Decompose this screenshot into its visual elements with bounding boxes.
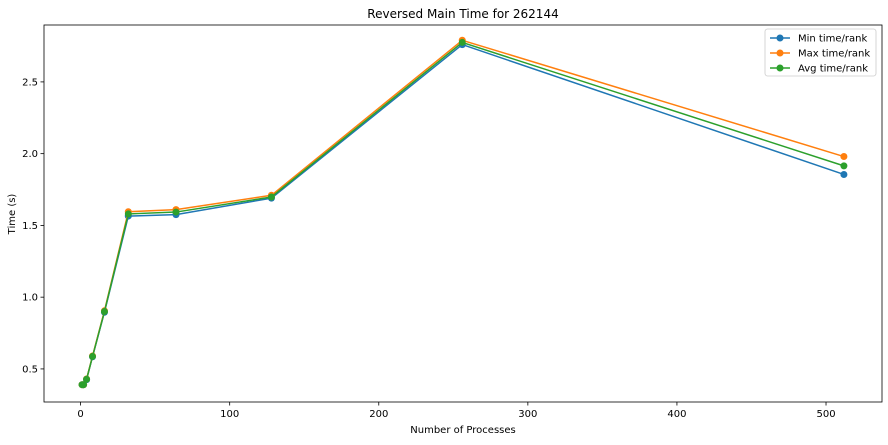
legend-marker bbox=[776, 49, 784, 57]
x-tick-label: 200 bbox=[369, 409, 388, 420]
data-point bbox=[172, 208, 180, 216]
data-point bbox=[100, 308, 108, 316]
legend-item: Min time/rank bbox=[770, 34, 867, 45]
data-point bbox=[840, 170, 848, 178]
legend: Min time/rank Max time/rank Avg time/rank bbox=[764, 28, 877, 77]
legend-label: Min time/rank bbox=[798, 34, 867, 45]
legend-label: Max time/rank bbox=[798, 49, 870, 60]
x-tick-label: 0 bbox=[77, 409, 83, 420]
series-avg-time-rank bbox=[78, 38, 848, 389]
series-layer bbox=[78, 36, 848, 389]
chart-title: Reversed Main Time for 262144 bbox=[367, 7, 558, 21]
x-tick-label: 100 bbox=[220, 409, 239, 420]
y-tick-label: 1.0 bbox=[22, 293, 38, 304]
data-point bbox=[89, 352, 97, 360]
data-point bbox=[124, 210, 132, 218]
y-axis-label: Time (s) bbox=[7, 194, 18, 236]
legend-label: Avg time/rank bbox=[798, 64, 868, 75]
data-point bbox=[458, 38, 466, 46]
y-tick-label: 0.5 bbox=[22, 364, 38, 375]
data-point bbox=[83, 375, 91, 383]
x-tick-label: 300 bbox=[518, 409, 537, 420]
legend-item: Avg time/rank bbox=[770, 64, 868, 75]
legend-frame bbox=[764, 28, 877, 77]
y-tick-label: 2.5 bbox=[22, 77, 38, 88]
data-point bbox=[80, 381, 88, 389]
y-tick-label: 2.0 bbox=[22, 149, 38, 160]
y-tick-label: 1.5 bbox=[22, 221, 38, 232]
legend-item: Max time/rank bbox=[770, 49, 870, 60]
data-point bbox=[267, 193, 275, 201]
data-point bbox=[840, 162, 848, 170]
legend-marker bbox=[776, 34, 784, 42]
data-point bbox=[840, 153, 848, 161]
legend-marker bbox=[776, 64, 784, 72]
axes: 0 100 200 300 400 500 0.5 1.0 1.5 2.0 2.5 bbox=[22, 24, 883, 420]
x-axis-label: Number of Processes bbox=[410, 425, 515, 436]
plot-frame bbox=[43, 24, 883, 403]
x-tick-label: 400 bbox=[667, 409, 686, 420]
x-tick-label: 500 bbox=[816, 409, 835, 420]
